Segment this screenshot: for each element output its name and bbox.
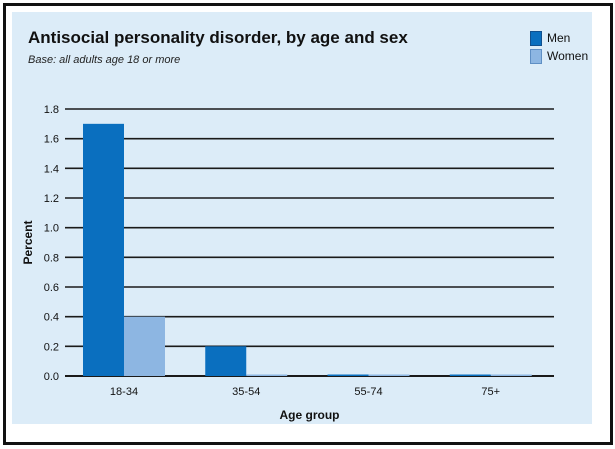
- legend-swatch-men: [530, 30, 542, 46]
- bar: [449, 374, 491, 376]
- bar: [205, 346, 247, 376]
- chart-plot: 0.0 0.2 0.4 0.6 0.8 1.0 1.2 1.4 1.6 1.8 18-34 35-54…: [21, 104, 554, 422]
- x-axis-label: Age group: [280, 408, 340, 422]
- y-tick-label: 0.6: [44, 282, 59, 294]
- chart-legend: Men Women: [530, 30, 588, 66]
- chart-title: Antisocial personality disorder, by age …: [28, 28, 408, 47]
- y-tick-label: 0.4: [44, 312, 59, 324]
- bar: [327, 374, 369, 376]
- x-tick-label: 35-54: [232, 386, 260, 398]
- legend-swatch-women: [530, 48, 542, 64]
- legend-label-men: Men: [547, 31, 571, 45]
- y-tick-label: 0.0: [44, 371, 59, 383]
- y-tick-label: 1.4: [44, 163, 59, 175]
- bar: [368, 374, 410, 376]
- x-tick-label: 55-74: [354, 386, 382, 398]
- bar: [490, 374, 532, 376]
- y-tick-label: 1.2: [44, 193, 59, 205]
- bar: [246, 374, 288, 376]
- bar: [83, 123, 124, 376]
- legend-item-men: Men: [530, 30, 588, 46]
- bar: [124, 316, 165, 376]
- chart-panel: Antisocial personality disorder, by age …: [12, 12, 592, 424]
- y-axis-label: Percent: [21, 220, 35, 264]
- y-tick-label: 0.8: [44, 252, 59, 264]
- legend-item-women: Women: [530, 48, 588, 64]
- y-tick-label: 1.8: [44, 104, 59, 116]
- chart-subtitle: Base: all adults age 18 or more: [28, 54, 181, 66]
- x-tick-label: 18-34: [110, 386, 138, 398]
- y-tick-label: 0.2: [44, 341, 59, 353]
- x-tick-label: 75+: [481, 386, 500, 398]
- y-tick-label: 1.0: [44, 223, 59, 235]
- y-tick-label: 1.6: [44, 134, 59, 146]
- legend-label-women: Women: [547, 49, 589, 63]
